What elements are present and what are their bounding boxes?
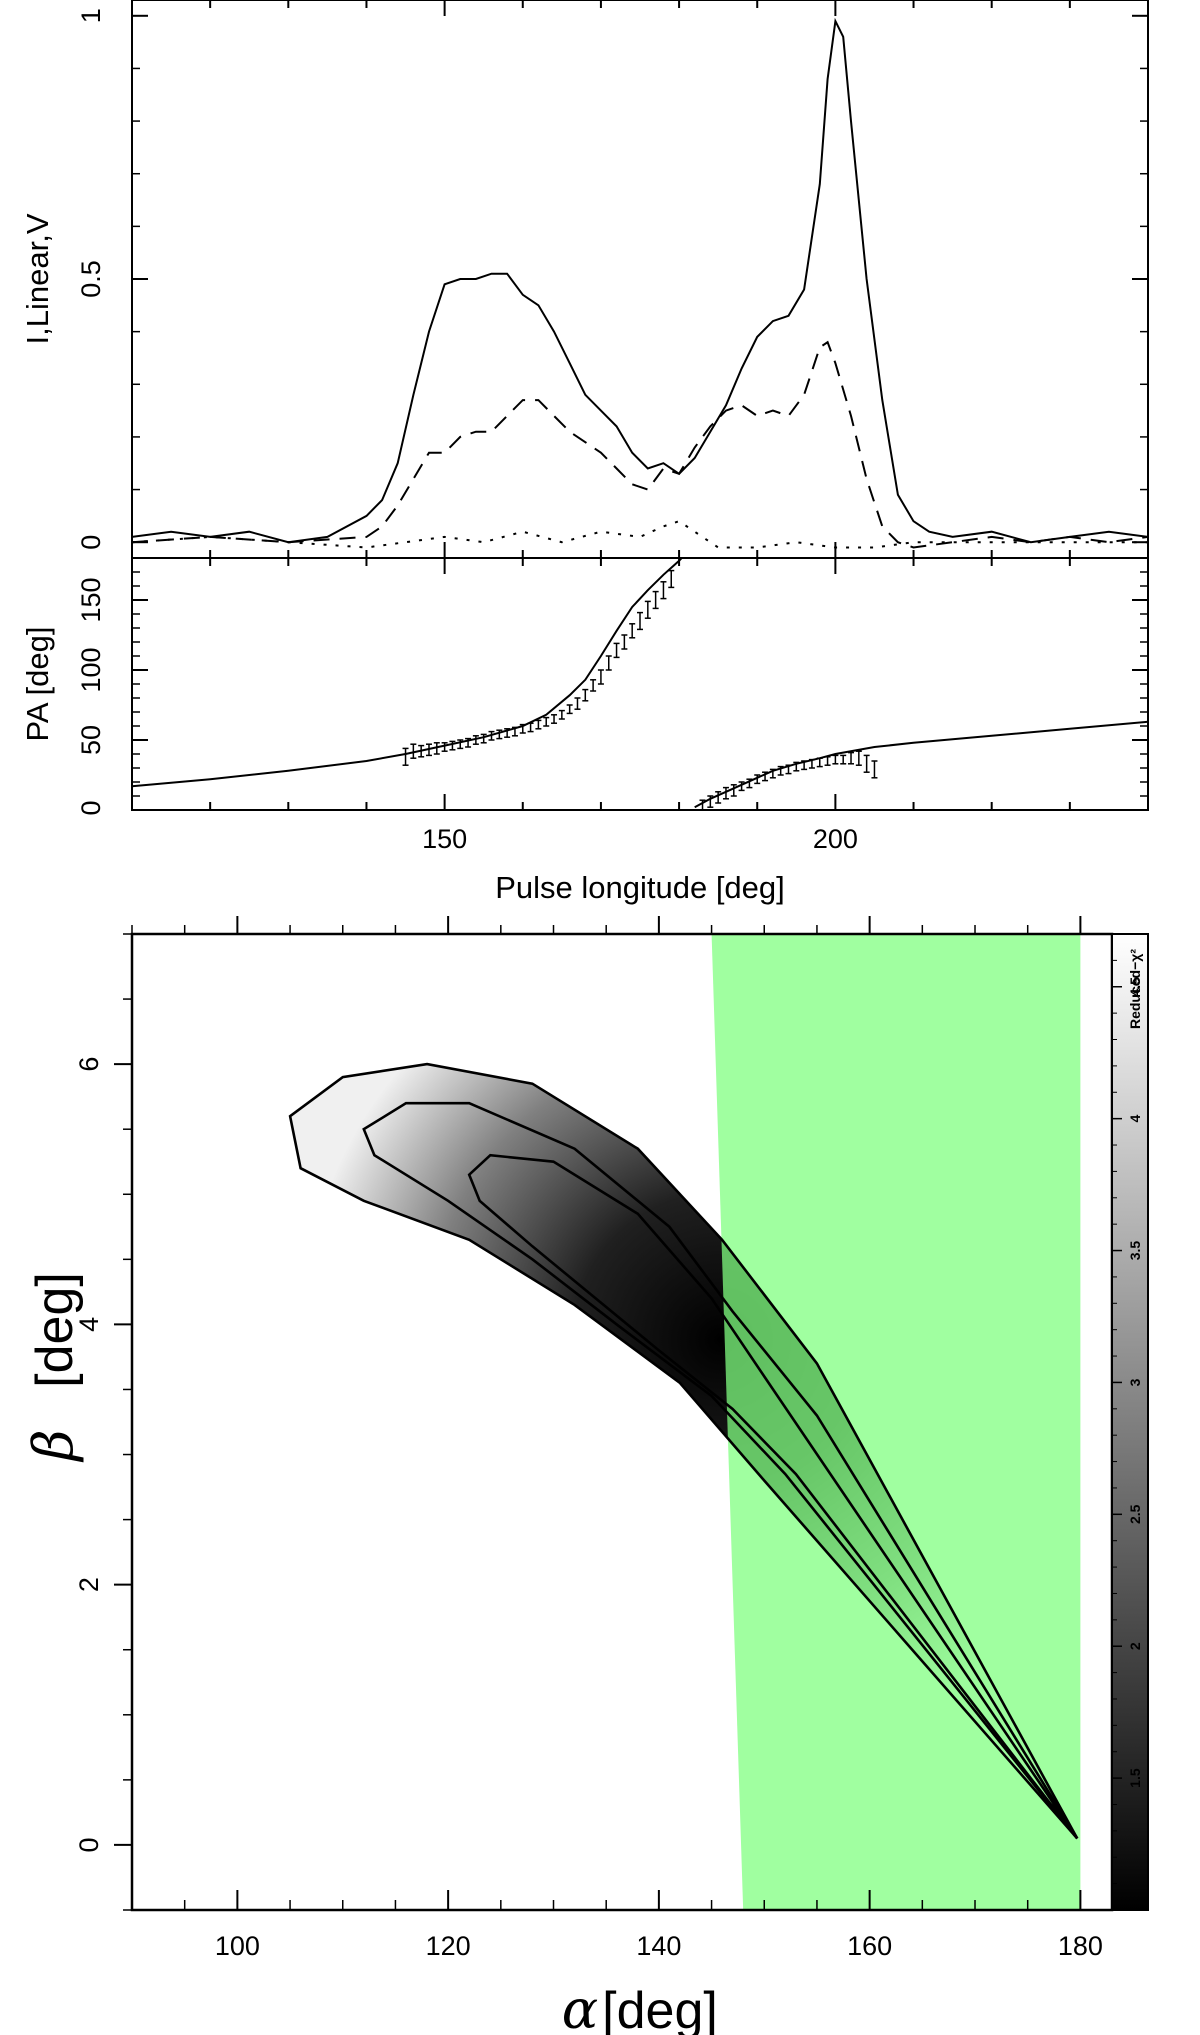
series-line-linear — [132, 340, 1148, 549]
colorbar-tick-label: 2 — [1127, 1642, 1143, 1650]
pa-xtick-label: 200 — [813, 824, 858, 854]
profile-ytick-label: 0.5 — [76, 260, 106, 298]
allowed-region — [711, 934, 1081, 1910]
colorbar-tick-label: 2.5 — [1127, 1504, 1143, 1524]
pa-ytick-label: 100 — [76, 647, 106, 692]
pa-ytick-label: 150 — [76, 577, 106, 622]
beta-unit: [deg] — [26, 1272, 84, 1388]
profile-ytick-label: 0 — [76, 535, 106, 550]
profile-ytick-label: 1 — [76, 8, 106, 23]
beta-symbol: β — [22, 1429, 85, 1462]
chi2-contour-outer — [288, 1062, 1079, 1840]
pa-ytick-label: 50 — [76, 725, 106, 755]
chi2-contour-inner — [467, 1153, 1079, 1840]
alpha-xtick-label: 120 — [426, 1931, 471, 1961]
series-line-v — [132, 520, 1148, 549]
colorbar-tick-label: 4 — [1127, 1115, 1143, 1123]
alpha-symbol: α — [562, 1978, 598, 2035]
profile-ylabel: I,Linear,V — [20, 213, 55, 344]
alpha-unit: [deg] — [602, 1982, 718, 2035]
beta-ytick-label: 6 — [74, 1057, 104, 1072]
colorbar-tick-label: 1.5 — [1127, 1768, 1143, 1788]
chi2-contour-middle — [362, 1101, 1079, 1840]
colorbar-tick-label: 3.5 — [1127, 1241, 1143, 1261]
colorbar-tick-label: 4.5 — [1127, 977, 1143, 997]
beta-ytick-label: 2 — [74, 1577, 104, 1592]
colorbar-tick-label: 3 — [1127, 1378, 1143, 1386]
pa-model-curve — [132, 558, 684, 788]
pa-ylabel: PA [deg] — [20, 627, 55, 742]
pa-xtick-label: 150 — [422, 824, 467, 854]
pa-ytick-label: 0 — [76, 800, 106, 815]
pa-model-curve — [694, 720, 1148, 809]
beta-ytick-label: 0 — [74, 1837, 104, 1852]
colorbar-gradient — [1111, 933, 1149, 1911]
pa-xlabel: Pulse longitude [deg] — [495, 870, 785, 905]
series-line-i — [132, 17, 1148, 544]
alpha-xtick-label: 140 — [636, 1931, 681, 1961]
alpha-xtick-label: 180 — [1058, 1931, 1103, 1961]
profile-frame — [131, 0, 1149, 559]
alpha-xtick-label: 100 — [215, 1931, 260, 1961]
profile-panel: 0 0.5 1 I,Linear,V — [20, 0, 1149, 559]
pa-panel: 0 50 100 150 150 200 PA [deg] Pulse longitude… — [20, 557, 1149, 905]
chi2-panel: 100 120 140 160 180 0 2 4 6 1.5 2 2.5 3 3.5 4 4.5Reduc… — [22, 916, 1149, 2035]
alpha-xtick-label: 160 — [847, 1931, 892, 1961]
beta-ytick-label: 4 — [74, 1317, 104, 1332]
colorbar-label: Reduced−χ² — [1127, 949, 1143, 1029]
